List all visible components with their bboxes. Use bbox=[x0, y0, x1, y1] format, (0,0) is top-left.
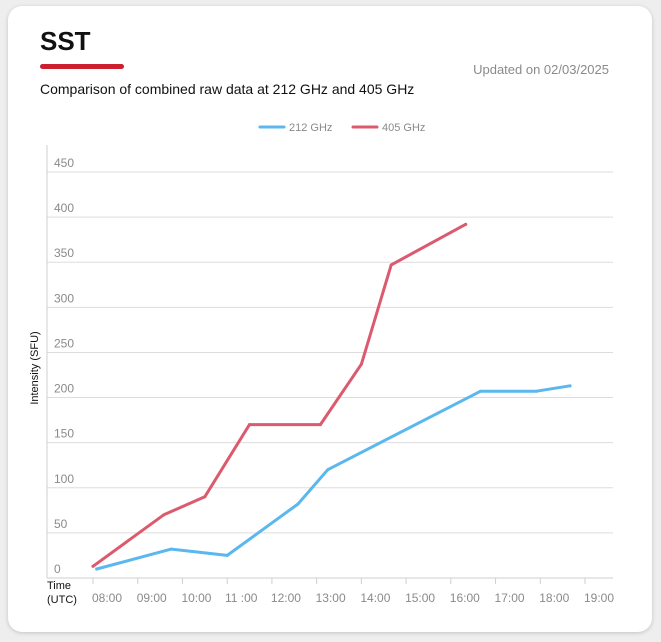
x-tick-label: 11 :00 bbox=[225, 591, 258, 605]
x-tick-label: 12:00 bbox=[271, 591, 301, 605]
y-tick-label: 400 bbox=[54, 201, 74, 215]
x-tick-label: 10:00 bbox=[181, 591, 211, 605]
x-axis-title-line-1: Time bbox=[47, 580, 71, 592]
grid-lines bbox=[46, 145, 613, 579]
series-lines bbox=[91, 222, 572, 571]
y-axis-ticks: 0 50 100 150 200 250 300 350 400 450 bbox=[54, 156, 74, 576]
data-point bbox=[326, 468, 330, 472]
data-point bbox=[535, 389, 539, 393]
y-tick-label: 250 bbox=[54, 336, 74, 350]
y-tick-label: 50 bbox=[54, 517, 68, 531]
legend: 212 GHz 405 GHz bbox=[258, 122, 425, 134]
legend-label: 405 GHz bbox=[382, 122, 425, 134]
data-point bbox=[95, 567, 99, 571]
y-tick-label: 350 bbox=[54, 246, 74, 260]
data-point bbox=[568, 384, 572, 388]
x-tick-label: 17:00 bbox=[495, 591, 525, 605]
x-axis-title-line-2: (UTC) bbox=[47, 594, 77, 606]
data-point bbox=[318, 423, 322, 427]
data-point bbox=[359, 362, 363, 366]
legend-label: 212 GHz bbox=[289, 122, 332, 134]
x-tick-label: 14:00 bbox=[360, 591, 390, 605]
y-tick-label: 0 bbox=[54, 562, 61, 576]
y-tick-label: 300 bbox=[54, 291, 74, 305]
data-point bbox=[162, 513, 166, 517]
x-tick-label: 16:00 bbox=[450, 591, 480, 605]
x-tick-label: 18:00 bbox=[539, 591, 569, 605]
data-point bbox=[296, 502, 300, 506]
updated-date: Updated on 02/03/2025 bbox=[473, 62, 609, 77]
x-tick-label: 13:00 bbox=[316, 591, 346, 605]
y-axis-title: Intensity (SFU) bbox=[29, 331, 41, 404]
series-line-212-ghz bbox=[95, 384, 572, 571]
data-point bbox=[479, 389, 483, 393]
series-line-405-ghz bbox=[91, 222, 468, 568]
x-tick-label: 08:00 bbox=[92, 591, 122, 605]
y-tick-label: 150 bbox=[54, 427, 74, 441]
data-point bbox=[389, 263, 393, 267]
title-underline bbox=[40, 64, 124, 69]
data-point bbox=[248, 423, 252, 427]
data-point bbox=[169, 547, 173, 551]
y-tick-label: 450 bbox=[54, 156, 74, 170]
x-axis-ticks: 08:00 09:00 10:00 11 :00 12:00 13:00 14:00 15:0… bbox=[92, 578, 614, 605]
data-point bbox=[203, 495, 207, 499]
data-point bbox=[225, 553, 229, 557]
chart-card bbox=[8, 6, 652, 632]
x-tick-label: 09:00 bbox=[137, 591, 167, 605]
x-axis-title: Time (UTC) bbox=[47, 580, 77, 606]
x-tick-label: 15:00 bbox=[405, 591, 435, 605]
x-tick-label: 19:00 bbox=[584, 591, 614, 605]
chart-subtitle: Comparison of combined raw data at 212 G… bbox=[40, 81, 415, 97]
page-title: SST bbox=[40, 26, 91, 56]
data-point bbox=[91, 564, 95, 568]
y-tick-label: 100 bbox=[54, 472, 74, 486]
data-point bbox=[464, 222, 468, 226]
y-tick-label: 200 bbox=[54, 382, 74, 396]
